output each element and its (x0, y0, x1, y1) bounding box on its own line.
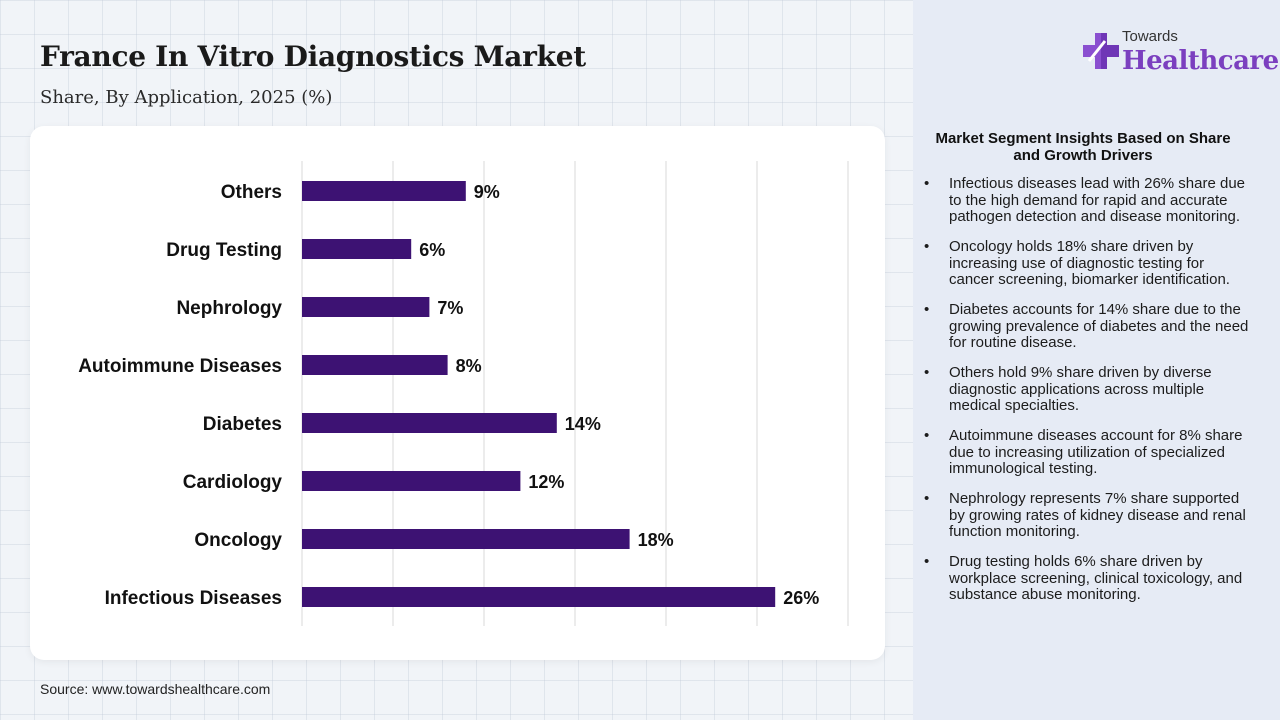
brand-name-bottom: Healthcare (1122, 46, 1279, 76)
bar (302, 297, 430, 317)
category-label: Infectious Diseases (105, 588, 282, 609)
category-label: Diabetes (203, 414, 282, 435)
chart-subtitle: Share, By Application, 2025 (%) (40, 87, 333, 108)
source-note: Source: www.towardshealthcare.com (40, 681, 271, 697)
data-label: 7% (437, 298, 463, 318)
category-label: Autoimmune Diseases (78, 356, 282, 377)
brand-name-top: Towards (1122, 28, 1178, 45)
bar (302, 181, 466, 201)
data-label: 26% (783, 588, 819, 608)
brand-logo: Towards Healthcare (1081, 26, 1279, 78)
data-label: 8% (456, 356, 482, 376)
chart-card: Others 9% Drug Testing 6% Nephrology 7% Autoim… (30, 126, 885, 660)
data-label: 6% (419, 240, 445, 260)
insights-panel: Towards Healthcare Market Segment Insigh… (913, 0, 1280, 720)
bar (302, 355, 448, 375)
bar (302, 587, 776, 607)
insight-item: Nephrology represents 7% share supported… (913, 490, 1253, 541)
insights-title: Market Segment Insights Based on Share a… (935, 130, 1231, 164)
insight-item: Others hold 9% share driven by diverse d… (913, 364, 1253, 415)
bar (302, 529, 630, 549)
chart-title: France In Vitro Diagnostics Market (40, 40, 586, 73)
insights-list: Infectious diseases lead with 26% share … (913, 175, 1253, 617)
bar-chart: Others 9% Drug Testing 6% Nephrology 7% Autoim… (78, 161, 849, 626)
insight-item: Oncology holds 18% share driven by incre… (913, 238, 1253, 289)
category-label: Others (221, 182, 282, 203)
insight-item: Autoimmune diseases account for 8% share… (913, 427, 1253, 478)
insight-item: Drug testing holds 6% share driven by wo… (913, 553, 1253, 604)
bar (302, 413, 557, 433)
bar (302, 471, 521, 491)
insight-item: Diabetes accounts for 14% share due to t… (913, 301, 1253, 352)
category-label: Cardiology (183, 472, 283, 493)
bar (302, 239, 412, 259)
category-label: Drug Testing (166, 240, 282, 261)
insight-item: Infectious diseases lead with 26% share … (913, 175, 1253, 226)
category-label: Oncology (194, 530, 282, 551)
medical-cross-logo-icon (1083, 33, 1119, 69)
data-label: 9% (474, 182, 500, 202)
data-label: 18% (638, 530, 674, 550)
data-label: 14% (565, 414, 601, 434)
data-label: 12% (528, 472, 564, 492)
category-label: Nephrology (176, 298, 282, 319)
